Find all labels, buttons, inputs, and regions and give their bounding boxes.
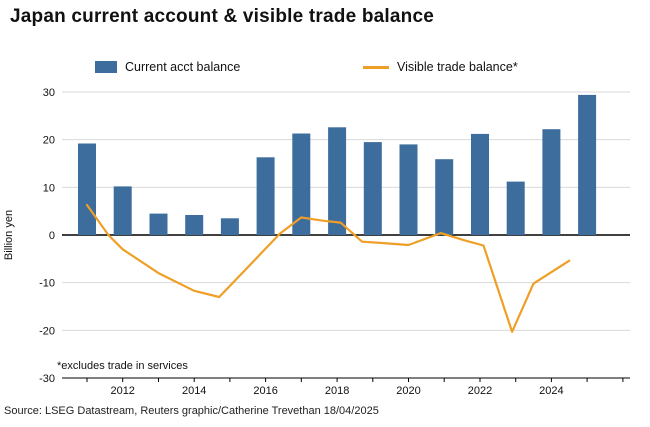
line-legend-swatch	[363, 65, 389, 69]
current-account-bar-2014	[185, 215, 204, 235]
current-account-bar-2024	[542, 129, 561, 235]
current-account-bar-2015	[220, 218, 239, 235]
current-account-bar-2017	[292, 133, 311, 235]
x-tick-label: 2014	[182, 385, 206, 397]
source-line: Source: LSEG Datastream, Reuters graphic…	[4, 405, 379, 417]
x-tick-label: 2020	[396, 385, 420, 397]
visible-trade-balance-line	[85, 203, 571, 333]
x-tick-label: 2012	[110, 385, 134, 397]
bar-legend-swatch	[95, 61, 117, 73]
current-account-bar-2011	[78, 143, 96, 235]
current-account-bar-2013	[149, 213, 168, 235]
y-tick-label: -30	[39, 373, 55, 385]
chart-title: Japan current account & visible trade ba…	[10, 6, 434, 27]
y-tick-label: -20	[39, 325, 55, 337]
current-account-bar-2021	[435, 159, 454, 235]
current-account-bar-2025	[578, 94, 597, 236]
current-account-bar-2020	[399, 144, 418, 235]
x-tick-label: 2022	[468, 385, 492, 397]
x-tick-label: 2024	[539, 385, 563, 397]
y-tick-label: 0	[49, 230, 55, 242]
y-tick-label: 10	[43, 182, 55, 194]
footnote: *excludes trade in services	[57, 360, 188, 372]
current-account-bar-2016	[256, 157, 275, 235]
line-legend-label: Visible trade balance*	[397, 60, 518, 74]
x-tick-label: 2018	[325, 385, 349, 397]
bar-legend-label: Current acct balance	[125, 60, 241, 74]
current-account-bar-2019	[363, 142, 382, 235]
legend-trade-balance: Visible trade balance*	[363, 60, 518, 74]
current-account-bar-2012	[113, 186, 132, 235]
current-account-bar-2023	[506, 181, 525, 235]
y-tick-label: -10	[39, 278, 55, 290]
y-tick-label: 20	[43, 135, 55, 147]
current-account-bar-2022	[471, 133, 489, 235]
current-account-bar-2018	[328, 127, 347, 235]
x-tick-label: 2016	[253, 385, 277, 397]
y-tick-label: 30	[43, 87, 55, 99]
legend-current-account: Current acct balance	[95, 60, 240, 74]
